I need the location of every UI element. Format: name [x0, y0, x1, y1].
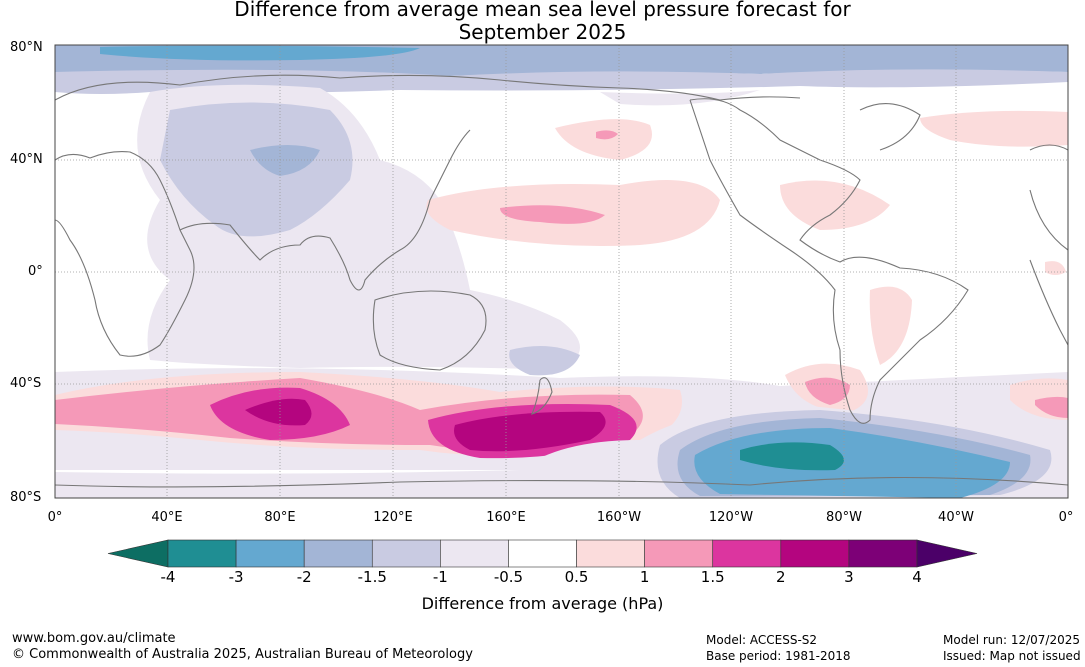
lon-label-40w: 40°W — [938, 510, 974, 525]
issued-text: Issued: Map not issued — [943, 649, 1081, 663]
anomaly-region — [1035, 396, 1068, 418]
colorbar-segment — [576, 539, 645, 568]
colorbar-tick-label: -1 — [432, 568, 448, 586]
colorbar-tick-label: 2 — [776, 568, 786, 586]
base-period-text: Base period: 1981-2018 — [706, 649, 851, 663]
coastline — [179, 129, 471, 291]
colorbar-tick-label: 1.5 — [700, 568, 725, 586]
colorbar-tick-label: 4 — [912, 568, 922, 586]
anomaly-region — [500, 205, 605, 224]
anomaly-region — [509, 346, 580, 376]
colorbar-segment — [644, 539, 714, 568]
anomaly-region — [454, 411, 606, 452]
colorbar-tick-label: -3 — [228, 568, 244, 586]
anomaly-region — [555, 119, 652, 160]
lat-label-40n: 40°N — [10, 152, 43, 167]
website-text: www.bom.gov.au/climate — [12, 631, 176, 646]
anomaly-region — [869, 286, 912, 365]
lat-label-eq: 0° — [28, 264, 43, 279]
colorbar-segment — [235, 539, 305, 568]
colorbar-tick-label: 0.5 — [564, 568, 589, 586]
coastline — [54, 476, 1069, 488]
anomaly-region — [596, 130, 618, 140]
coastline — [54, 151, 195, 357]
lat-label-80n: 80°N — [10, 40, 43, 55]
colorbar-tick-label: 1 — [639, 568, 650, 586]
lon-label-120w: 120°W — [708, 510, 754, 525]
lon-label-40e: 40°E — [151, 510, 183, 525]
anomaly-region — [600, 90, 760, 106]
colorbar-tick-label: -1.5 — [357, 568, 387, 586]
coastline — [54, 74, 801, 101]
colorbar-unit-label: Difference from average (hPa) — [421, 594, 664, 613]
coastline — [689, 98, 969, 424]
coastline — [859, 103, 921, 151]
model-text: Model: ACCESS-S2 — [706, 633, 818, 647]
coastline — [1029, 144, 1069, 346]
colorbar-segment — [167, 539, 237, 568]
lon-label-80e: 80°E — [264, 510, 296, 525]
anomaly-region — [250, 145, 320, 176]
lat-label-40s: 40°S — [10, 376, 42, 391]
lon-label-160e: 160°E — [486, 510, 526, 525]
map-title-line2: September 2025 — [458, 20, 627, 44]
colorbar-tick-label: -0.5 — [493, 568, 524, 586]
colorbar-segment — [440, 539, 509, 568]
anomaly-region — [805, 377, 850, 405]
map-title-line1: Difference from average mean sea level p… — [234, 0, 851, 21]
colorbar-extension-low — [107, 539, 169, 568]
colorbar-tick-label: -4 — [160, 568, 176, 586]
model-run-text: Model run: 12/07/2025 — [943, 633, 1081, 647]
anomaly-region — [100, 45, 420, 61]
lon-label-80w: 80°W — [826, 510, 862, 525]
colorbar-segment — [780, 539, 850, 568]
colorbar-segment — [848, 539, 918, 568]
map-frame — [54, 44, 1069, 499]
lat-label-80s: 80°S — [10, 490, 42, 505]
colorbar-segment — [508, 539, 577, 568]
anomaly-region — [160, 102, 353, 237]
anomaly-region — [780, 180, 890, 230]
colorbar — [107, 539, 978, 568]
anomaly-region — [1045, 261, 1066, 275]
lon-label-120e: 120°E — [373, 510, 413, 525]
colorbar-extension-high — [916, 539, 978, 568]
colorbar-tick-label: -2 — [296, 568, 312, 586]
coastline — [531, 377, 553, 415]
anomaly-region — [55, 470, 520, 498]
anomaly-region — [245, 398, 312, 426]
colorbar-segment — [712, 539, 782, 568]
lon-label-0: 0° — [47, 510, 63, 525]
coastline — [372, 290, 487, 371]
lon-label-0-east: 0° — [1058, 510, 1074, 525]
anomaly-region — [740, 442, 844, 471]
copyright-text: © Commonwealth of Australia 2025, Austra… — [12, 647, 473, 662]
colorbar-segment — [303, 539, 373, 568]
anomaly-region — [920, 110, 1068, 147]
lon-label-160w: 160°W — [596, 510, 642, 525]
colorbar-segment — [371, 539, 441, 568]
colorbar-tick-label: 3 — [844, 568, 854, 586]
